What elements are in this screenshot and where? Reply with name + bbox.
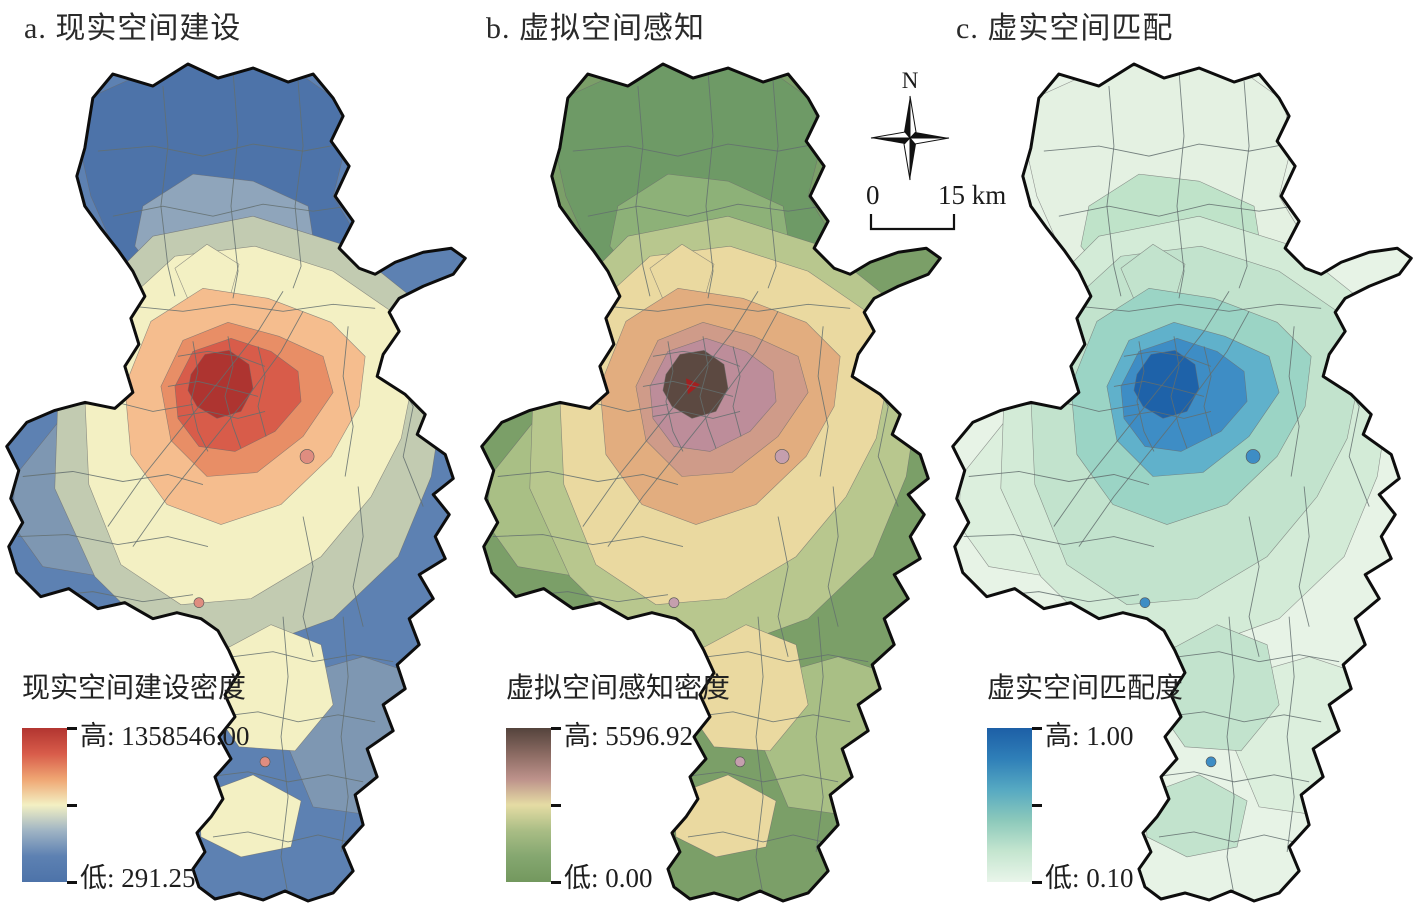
legend-c: 虚实空间匹配度 高: 1.00 低: 0.10 [987, 662, 1287, 902]
scale-bar-distance: 15 km [938, 180, 1007, 210]
choropleth-zones [958, 65, 1392, 858]
north-arrow: N [870, 68, 950, 181]
north-label: N [902, 68, 919, 93]
district-boundaries [492, 70, 899, 896]
scale-bar: 0 15 km [858, 180, 1038, 232]
legend-c-low-label: 低: 0.10 [1045, 863, 1134, 893]
legend-c-colorbar [987, 728, 1032, 882]
panel-c-title: c. 虚实空间匹配 [956, 12, 1174, 45]
legend-b-tick-top [551, 727, 561, 730]
legend-a-tick-top [67, 727, 77, 730]
legend-b-tick-bottom [551, 881, 561, 884]
map-panel-a [5, 62, 467, 903]
district-boundaries [17, 70, 424, 896]
choropleth-zones [487, 65, 921, 858]
legend-c-tick-mid [1032, 804, 1042, 807]
scale-bar-line [869, 214, 956, 231]
legend-c-high-label: 高: 1.00 [1045, 721, 1134, 751]
legend-c-tick-bottom [1032, 881, 1042, 884]
legend-b-high-label: 高: 5596.92 [564, 721, 694, 751]
legend-a-high-label: 高: 1358546.00 [80, 721, 250, 751]
map-panel-b [480, 62, 942, 903]
legend-c-tick-top [1032, 727, 1042, 730]
legend-c-title: 虚实空间匹配度 [987, 673, 1184, 704]
city-outline [480, 62, 942, 903]
scale-bar-zero: 0 [866, 180, 880, 210]
legend-b: 虚拟空间感知密度 高: 5596.92 低: 0.00 [506, 662, 806, 902]
panel-a-title: a. 现实空间建设 [24, 12, 242, 45]
legend-a: 现实空间建设密度 高: 1358546.00 低: 291.25 [22, 662, 322, 902]
legend-b-low-label: 低: 0.00 [564, 863, 653, 893]
legend-a-colorbar [22, 728, 67, 882]
city-outline [5, 62, 467, 903]
map-panel-c [951, 62, 1413, 903]
legend-b-tick-mid [551, 804, 561, 807]
legend-a-low-label: 低: 291.25 [80, 863, 196, 893]
district-boundaries [963, 70, 1370, 896]
city-outline [951, 62, 1413, 903]
panel-b-title: b. 虚拟空间感知 [486, 12, 705, 45]
legend-a-tick-bottom [67, 881, 77, 884]
legend-b-title: 虚拟空间感知密度 [506, 673, 731, 704]
legend-a-tick-mid [67, 804, 77, 807]
legend-b-colorbar [506, 728, 551, 882]
compass-icon [870, 95, 950, 181]
legend-a-title: 现实空间建设密度 [22, 673, 247, 704]
